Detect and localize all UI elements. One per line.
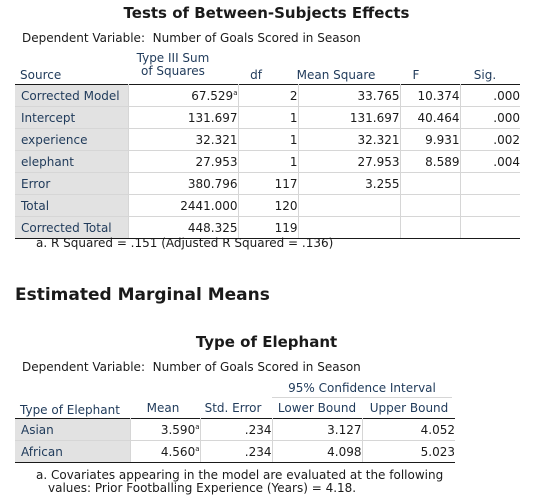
header-mean: Mean [146,401,180,415]
row-source: elephant [15,150,128,173]
cell-f: 10.374 [399,84,460,107]
table-row: Asian 3.590a .234 3.127 4.052 [15,418,455,441]
header-sig: Sig. [473,68,497,82]
cell-sig: .000 [459,106,520,129]
cell-f: 9.931 [399,128,460,151]
section-heading: Estimated Marginal Means [15,285,270,305]
cell-ms: 27.953 [297,150,400,173]
cell-ms [297,216,400,239]
cell-ss: 27.953 [127,150,238,173]
cell-f: 8.589 [399,150,460,173]
cell-f: 40.464 [399,106,460,129]
cell-f [399,172,460,195]
table-row: Error 380.796 117 3.255 [15,172,520,195]
table-row: Total 2441.000 120 [15,194,520,217]
header-lower-bound: Lower Bound [277,401,357,415]
anova-title: Tests of Between-Subjects Effects [123,4,410,22]
anova-table: Corrected Model 67.529a 2 33.765 10.374 … [15,84,520,239]
cell-mean: 3.590a [129,418,200,441]
footnote-marker: a [195,422,200,431]
row-group: Asian [15,418,130,441]
cell-sig [459,172,520,195]
cell-ss: 380.796 [127,172,238,195]
dv-label: Dependent Variable: [22,360,145,374]
cell-std-error: .234 [199,440,272,463]
cell-upper-bound: 5.023 [361,440,455,463]
dv-value: Number of Goals Scored in Season [152,31,361,45]
cell-sig [459,216,520,239]
table-row: Corrected Total 448.325 119 [15,216,520,239]
table-row: African 4.560a .234 4.098 5.023 [15,440,455,463]
emm-footnote-line2: values: Prior Footballing Experience (Ye… [48,481,357,495]
footnote-marker: a [195,444,200,453]
row-source: Error [15,172,128,195]
table-row: Corrected Model 67.529a 2 33.765 10.374 … [15,84,520,107]
row-source: Total [15,194,128,217]
emm-dependent-variable: Dependent Variable: Number of Goals Scor… [22,360,361,374]
cell-upper-bound: 4.052 [361,418,455,441]
cell-ms: 3.255 [297,172,400,195]
header-confidence-interval: 95% Confidence Interval [272,381,452,398]
table-row: experience 32.321 1 32.321 9.931 .002 [15,128,520,151]
cell-ss: 67.529a [127,84,238,107]
footnote-marker: a [233,88,238,97]
cell-sig [459,194,520,217]
table-row: Intercept 131.697 1 131.697 40.464 .000 [15,106,520,129]
cell-ss: 32.321 [127,128,238,151]
cell-df: 2 [237,84,298,107]
cell-ss: 131.697 [127,106,238,129]
cell-sig: .000 [459,84,520,107]
cell-df: 120 [237,194,298,217]
header-ss-line1: Type III Sum [136,51,210,65]
cell-df: 117 [237,172,298,195]
cell-f [399,194,460,217]
row-source: Corrected Model [15,84,128,107]
row-group: African [15,440,130,463]
header-std-error: Std. Error [204,401,262,415]
header-source: Source [20,68,62,82]
emm-title: Type of Elephant [195,333,338,351]
dv-value: Number of Goals Scored in Season [152,360,361,374]
cell-f [399,216,460,239]
cell-ms: 131.697 [297,106,400,129]
cell-ms [297,194,400,217]
cell-df: 1 [237,150,298,173]
table-row: elephant 27.953 1 27.953 8.589 .004 [15,150,520,173]
cell-lower-bound: 4.098 [271,440,362,463]
anova-footnote: a. R Squared = .151 (Adjusted R Squared … [36,236,334,250]
cell-ss: 448.325 [127,216,238,239]
header-mean-square: Mean Square [296,68,376,82]
emm-footnote: a. Covariates appearing in the model are… [36,469,443,495]
anova-dependent-variable: Dependent Variable: Number of Goals Scor… [22,31,361,45]
header-df: df [250,68,262,82]
header-ss-line2: of Squares [141,64,205,78]
cell-df: 1 [237,106,298,129]
cell-df: 1 [237,128,298,151]
row-source: Corrected Total [15,216,128,239]
header-f: F [412,68,420,82]
cell-df: 119 [237,216,298,239]
cell-mean: 4.560a [129,440,200,463]
emm-table: Asian 3.590a .234 3.127 4.052 African 4.… [15,418,455,463]
header-type-of-elephant: Type of Elephant [20,403,120,417]
cell-ms: 32.321 [297,128,400,151]
cell-sig: .004 [459,150,520,173]
row-source: Intercept [15,106,128,129]
cell-ss: 2441.000 [127,194,238,217]
emm-footnote-line1: a. Covariates appearing in the model are… [36,468,444,482]
cell-sig: .002 [459,128,520,151]
dv-label: Dependent Variable: [22,31,145,45]
cell-lower-bound: 3.127 [271,418,362,441]
header-ss: Type III Sum of Squares [128,52,218,78]
cell-std-error: .234 [199,418,272,441]
row-source: experience [15,128,128,151]
cell-ms: 33.765 [297,84,400,107]
header-upper-bound: Upper Bound [369,401,449,415]
